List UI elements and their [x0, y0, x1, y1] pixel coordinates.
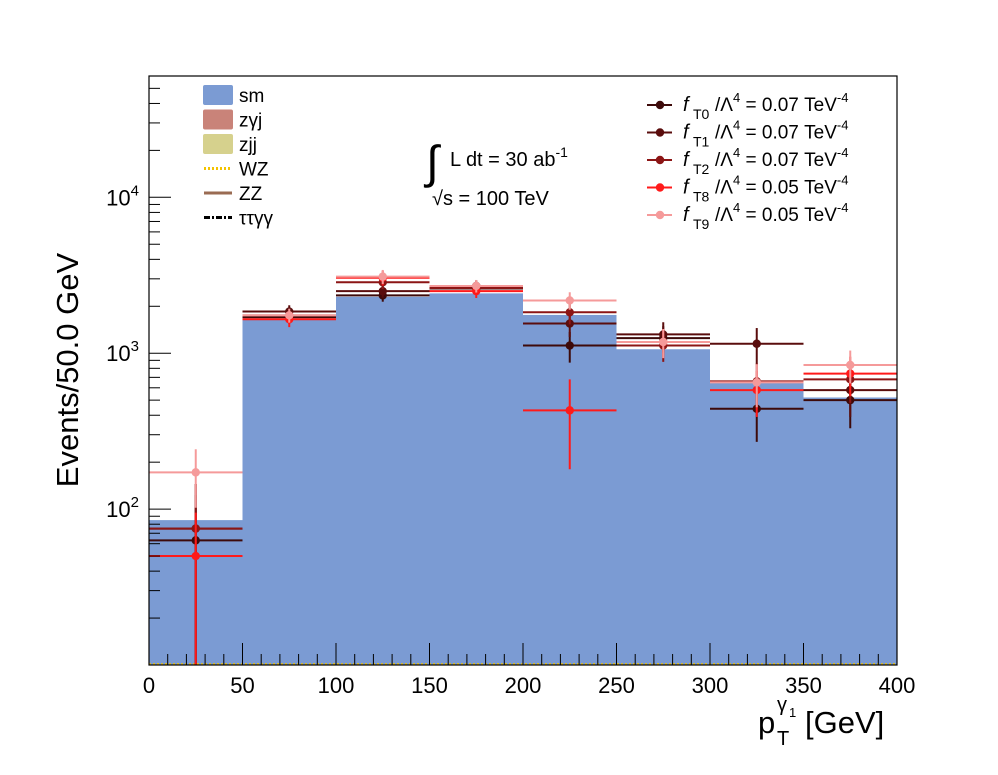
x-label-unit: [GeV] [805, 705, 884, 740]
legend-f: f [683, 122, 691, 144]
series-point [191, 468, 200, 477]
series-point [565, 308, 574, 317]
series-t9 [149, 269, 897, 508]
legend-label: ττγγ [239, 209, 274, 230]
legend-f: f [683, 204, 691, 226]
signal-legend: f T0/Λ4 = 0.07 TeV-4f T1/Λ4 = 0.07 TeV-4f T… [647, 90, 848, 232]
signal-legend-entry-3: f T8/Λ4 = 0.05 TeV-4 [647, 173, 848, 205]
x-axis: 0 50 100 150 200 250 300 350 400 [143, 643, 915, 698]
x-tick-label: 50 [230, 673, 254, 698]
signal-legend-entry-1: f T1/Λ4 = 0.07 TeV-4 [647, 118, 848, 150]
signal-legend-entry-2: f T2/Λ4 = 0.07 TeV-4 [647, 145, 848, 177]
legend-label: /Λ4 = 0.05 TeV-4 [715, 200, 848, 226]
x-tick-label: 100 [318, 673, 355, 698]
legend-sub: T2 [693, 161, 710, 177]
x-label-sup: γ [777, 694, 787, 716]
y-tick-label: 103 [106, 338, 139, 366]
legend-f: f [683, 177, 691, 199]
legend-label: /Λ4 = 0.07 TeV-4 [715, 118, 848, 144]
legend-marker [655, 128, 665, 137]
x-label-base: p [758, 705, 775, 740]
legend-label: zjj [239, 135, 257, 156]
legend-entry-1: zγj [203, 109, 262, 132]
x-tick-label: 200 [505, 673, 542, 698]
series-point [565, 296, 574, 305]
series-point [565, 341, 574, 350]
legend-swatch [203, 134, 233, 154]
x-label-sup-sub: 1 [789, 705, 796, 720]
lumi-annotation: ∫ L dt = 30 ab-1 √s = 100 TeV [423, 136, 568, 210]
integral-sign: ∫ [423, 136, 441, 188]
legend-label: sm [239, 86, 264, 107]
legend-f: f [683, 149, 691, 171]
background-stack [149, 293, 897, 665]
y-axis: 102 103 104 [106, 75, 171, 666]
legend-marker [655, 155, 665, 165]
legend-label: WZ [239, 160, 269, 181]
legend-marker [655, 210, 665, 220]
legend-swatch [203, 85, 233, 105]
legend-f: f [683, 94, 691, 116]
legend-entry-5: ττγγ [204, 209, 274, 230]
legend-label: /Λ4 = 0.07 TeV-4 [715, 145, 848, 171]
x-tick-label: 0 [143, 673, 155, 698]
x-axis-label: p Tγ 1 [GeV] [758, 694, 884, 750]
series-point [191, 551, 200, 561]
legend-sub: T0 [693, 106, 710, 122]
x-tick-label: 250 [598, 673, 635, 698]
background-legend: sm zγj zjj WZ ZZ ττγγ [203, 85, 274, 230]
legend-swatch [203, 109, 233, 130]
y-axis-label: Events/50.0 GeV [50, 253, 85, 488]
stack-bar [242, 319, 336, 665]
series-point [472, 281, 481, 291]
legend-entry-0: sm [203, 85, 264, 107]
series-point [565, 406, 574, 415]
stack-bar [616, 349, 710, 665]
legend-label: ZZ [239, 184, 263, 205]
legend-sub: T8 [693, 189, 710, 205]
series-point [378, 272, 387, 281]
stack-bar [336, 296, 430, 665]
stack-bar [803, 397, 897, 665]
legend-sub: T9 [693, 216, 710, 232]
stack-bar [429, 293, 523, 665]
legend-label: /Λ4 = 0.05 TeV-4 [715, 173, 848, 199]
series-point [846, 360, 855, 370]
legend-label: zγj [239, 111, 262, 132]
legend-sub: T1 [693, 134, 710, 150]
series-point [378, 286, 387, 296]
legend-entry-3: WZ [204, 160, 269, 181]
series-point [752, 339, 761, 348]
y-tick-label: 102 [106, 494, 139, 522]
signal-legend-entry-4: f T9/Λ4 = 0.05 TeV-4 [647, 200, 848, 232]
legend-entry-2: zjj [203, 134, 257, 156]
x-tick-label: 300 [692, 673, 729, 698]
signal-legend-entry-0: f T0/Λ4 = 0.07 TeV-4 [647, 90, 848, 122]
y-tick-label: 104 [106, 182, 139, 210]
legend-marker [655, 183, 665, 192]
stack-bar [523, 314, 617, 665]
series-point [285, 311, 294, 320]
series-point [659, 337, 668, 347]
legend-label: /Λ4 = 0.07 TeV-4 [715, 90, 848, 116]
x-tick-label: 350 [785, 673, 822, 698]
series-point [752, 378, 761, 387]
lumi-text: L dt = 30 ab-1 [450, 144, 568, 171]
x-tick-label: 150 [411, 673, 448, 698]
x-tick-label: 400 [879, 673, 916, 698]
x-label-sub: T [777, 728, 789, 750]
legend-marker [655, 100, 665, 110]
energy-text: √s = 100 TeV [432, 188, 549, 210]
legend-entry-4: ZZ [204, 184, 263, 205]
